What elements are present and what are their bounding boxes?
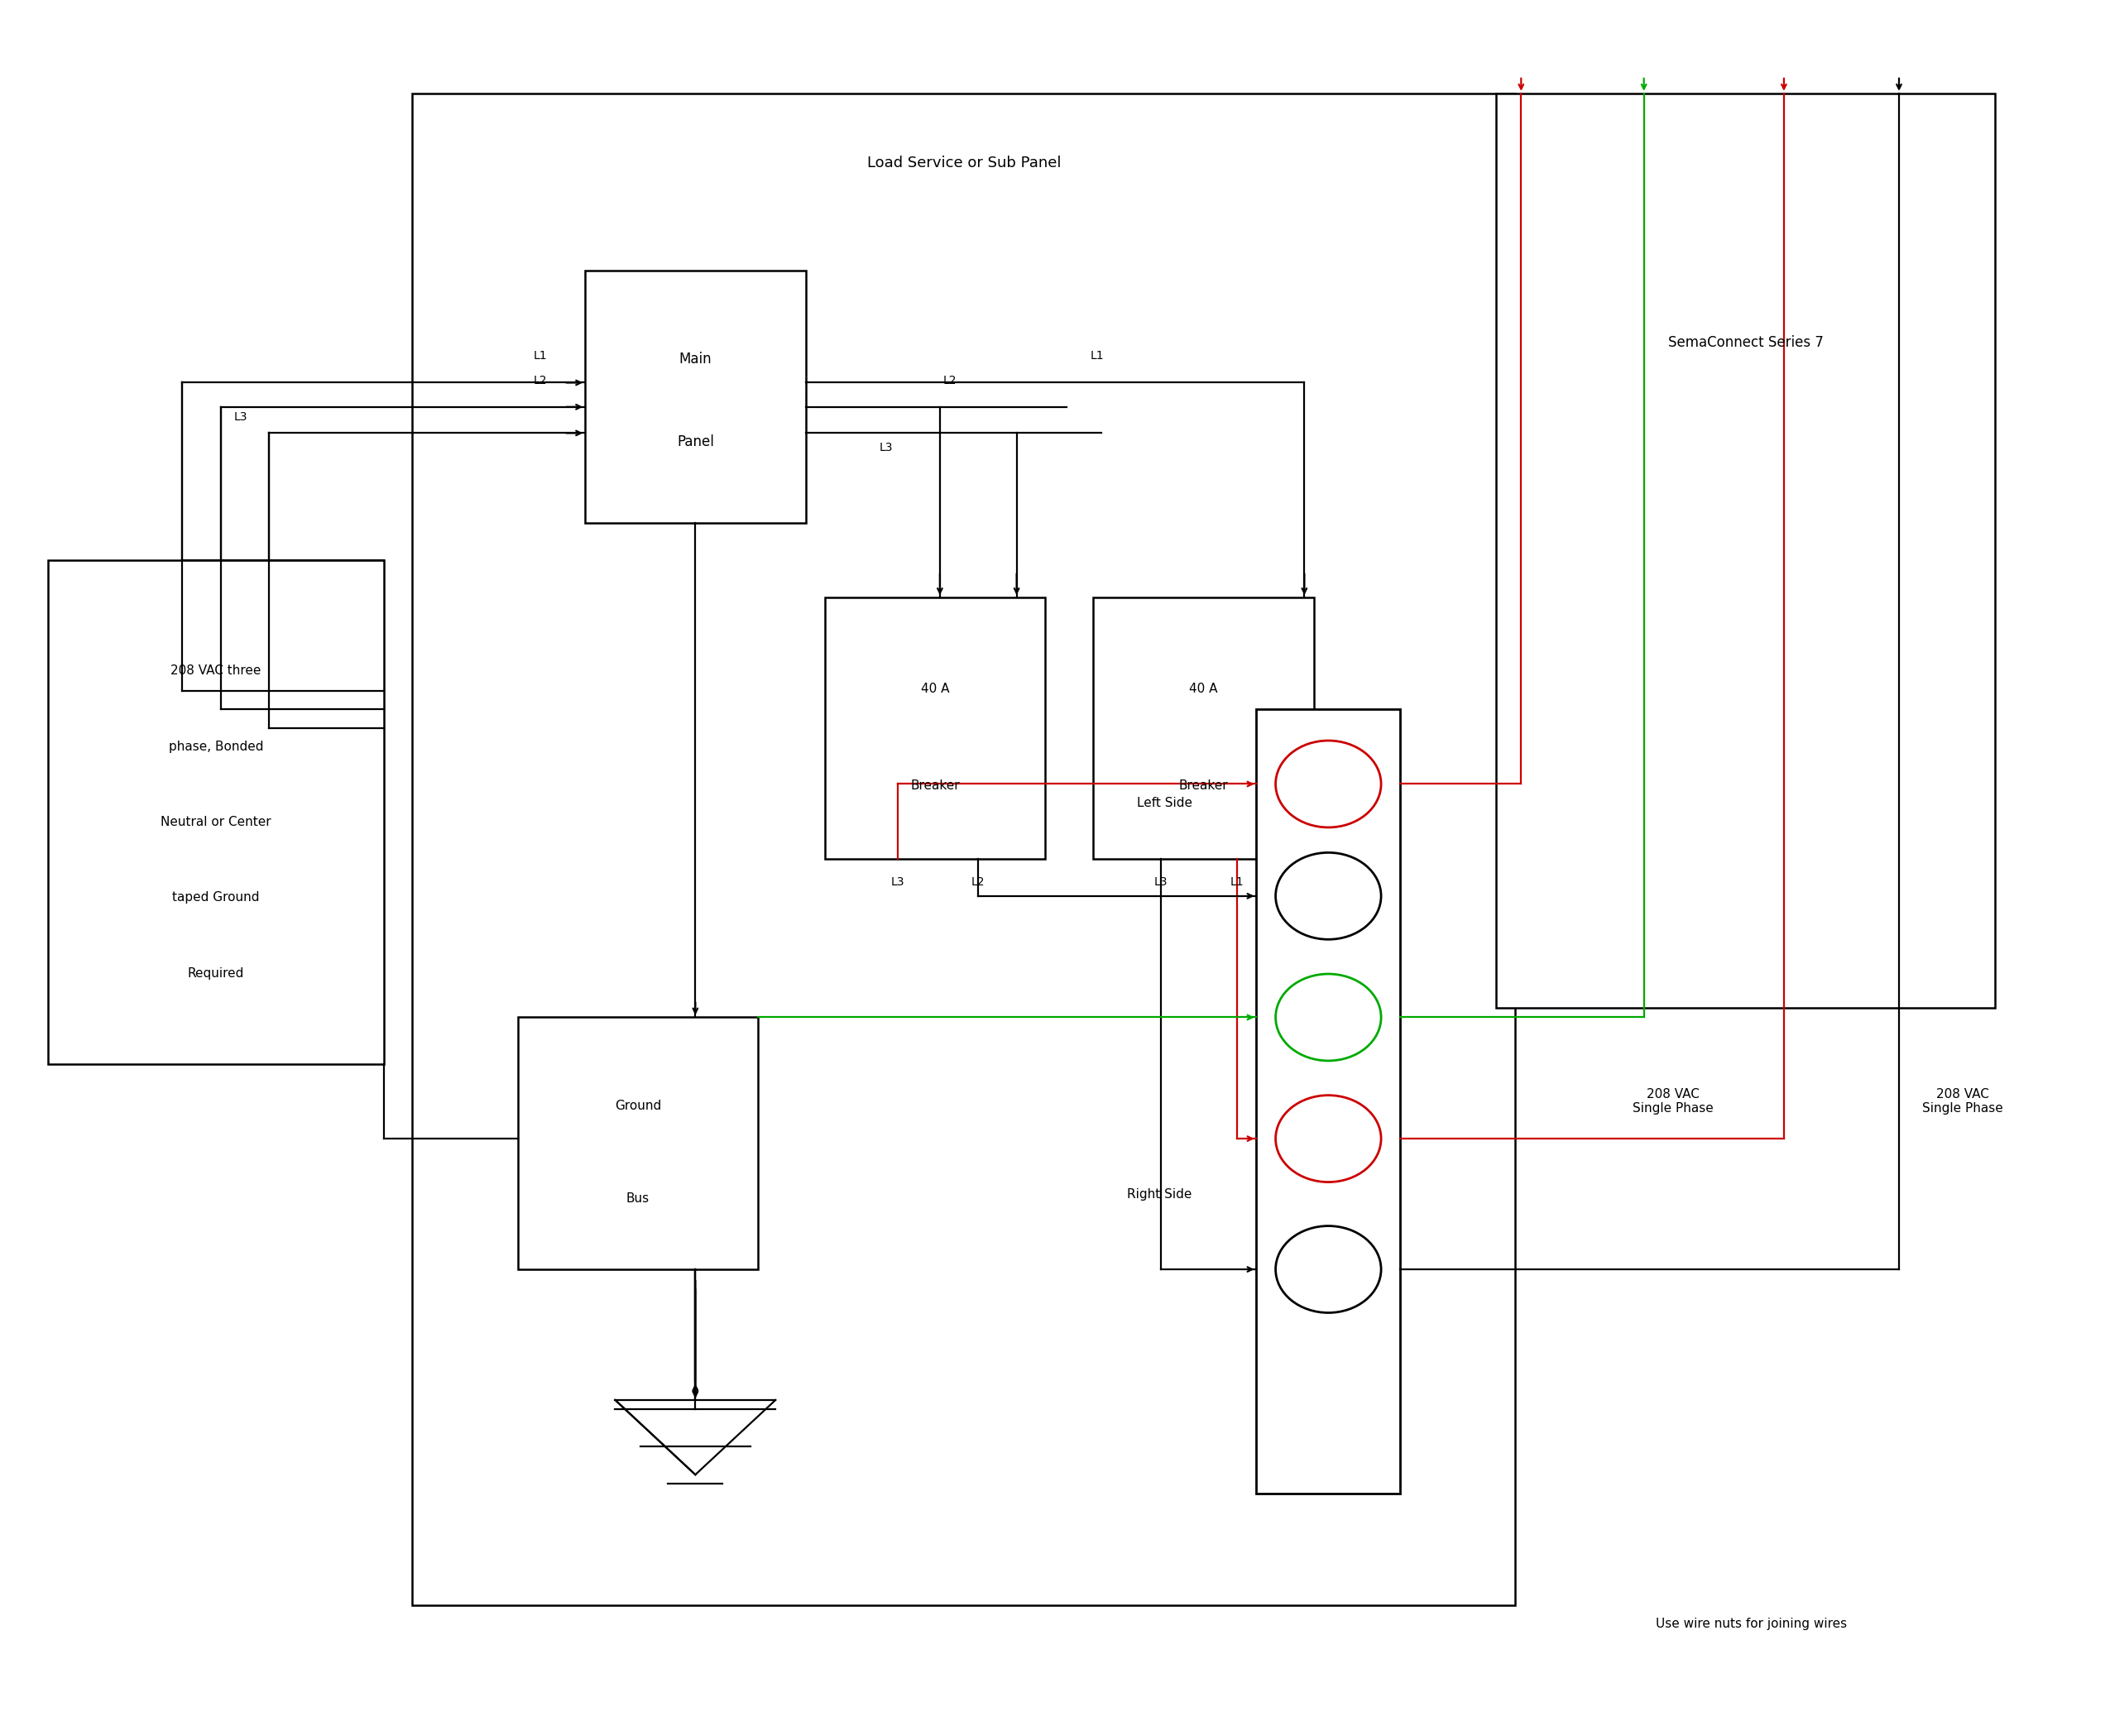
Text: Required: Required [188, 967, 245, 979]
Text: taped Ground: taped Ground [173, 892, 260, 904]
Text: Breaker: Breaker [909, 779, 960, 792]
Text: Bus: Bus [627, 1193, 650, 1205]
Bar [49, 561, 384, 1064]
Text: Breaker: Breaker [1179, 779, 1228, 792]
Bar [411, 94, 1515, 1606]
Bar [517, 1017, 757, 1269]
Bar [1255, 710, 1401, 1493]
Bar [1496, 94, 1994, 1009]
Text: L3: L3 [890, 877, 905, 887]
Bar [825, 597, 1044, 859]
Circle shape [1277, 1095, 1382, 1182]
Text: L1: L1 [534, 351, 546, 361]
Text: L2: L2 [971, 877, 985, 887]
Circle shape [1277, 852, 1382, 939]
Text: L2: L2 [534, 375, 546, 385]
Text: L3: L3 [234, 411, 247, 422]
Text: Left Side: Left Side [1137, 797, 1192, 809]
Text: Neutral or Center: Neutral or Center [160, 816, 270, 828]
Text: L1: L1 [1230, 877, 1245, 887]
Circle shape [1277, 1226, 1382, 1312]
Text: L1: L1 [1091, 351, 1104, 361]
Text: Load Service or Sub Panel: Load Service or Sub Panel [867, 155, 1061, 170]
Text: 208 VAC
Single Phase: 208 VAC Single Phase [1922, 1088, 2002, 1115]
Text: SemaConnect Series 7: SemaConnect Series 7 [1667, 335, 1823, 349]
Text: L3: L3 [1154, 877, 1167, 887]
Text: 208 VAC
Single Phase: 208 VAC Single Phase [1633, 1088, 1713, 1115]
Text: phase, Bonded: phase, Bonded [169, 740, 264, 753]
Text: 208 VAC three: 208 VAC three [171, 665, 262, 677]
Text: 40 A: 40 A [920, 682, 949, 694]
Circle shape [1277, 741, 1382, 828]
Text: Panel: Panel [677, 434, 713, 450]
Text: Main: Main [679, 351, 711, 366]
Text: L2: L2 [943, 375, 956, 385]
Text: Right Side: Right Side [1127, 1189, 1192, 1201]
Bar [584, 271, 806, 523]
Text: Ground: Ground [614, 1099, 660, 1111]
Text: 40 A: 40 A [1190, 682, 1217, 694]
Text: L3: L3 [880, 441, 893, 453]
Text: Use wire nuts for joining wires: Use wire nuts for joining wires [1656, 1618, 1846, 1630]
Bar [1093, 597, 1315, 859]
Circle shape [1277, 974, 1382, 1061]
